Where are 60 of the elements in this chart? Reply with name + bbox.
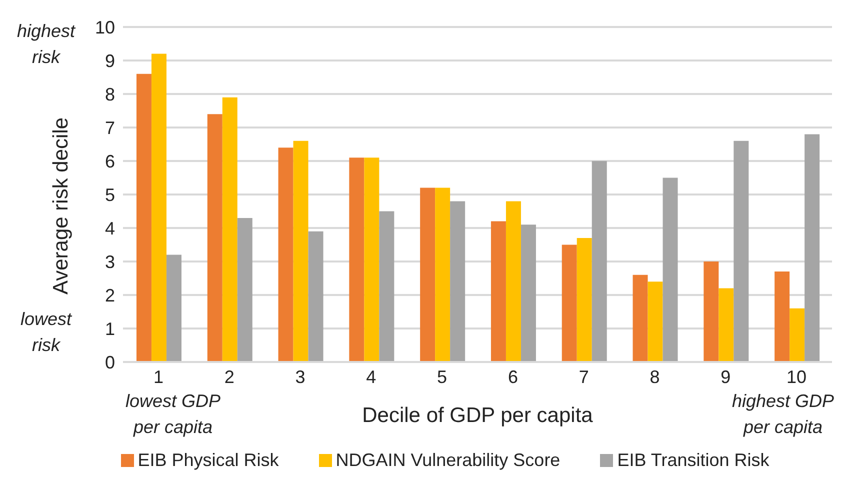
legend-label: EIB Transition Risk xyxy=(617,450,770,471)
x-tick-label: 3 xyxy=(295,366,306,387)
x-tick-label: 8 xyxy=(650,366,660,387)
bar xyxy=(562,244,577,362)
bar xyxy=(774,272,790,362)
x-tick-label: 9 xyxy=(720,366,731,387)
y-axis-title: Average risk decile xyxy=(49,117,72,294)
bar xyxy=(308,231,324,362)
bar xyxy=(151,54,166,362)
bar xyxy=(506,201,521,362)
x-tick-label: 1 xyxy=(153,366,164,387)
bar xyxy=(379,211,394,362)
y-tick-label: 1 xyxy=(104,318,115,339)
bar xyxy=(420,188,436,362)
bar xyxy=(207,114,222,362)
bar xyxy=(166,254,182,362)
bar xyxy=(364,158,380,362)
bar xyxy=(278,148,294,362)
x-tick-label: 5 xyxy=(437,366,448,387)
bar xyxy=(435,188,450,362)
y-tick-label: 5 xyxy=(104,184,115,205)
text: highest GDP per capita xyxy=(730,390,836,439)
bar xyxy=(237,218,252,362)
bar xyxy=(136,74,152,362)
x-tick-label: 7 xyxy=(578,366,589,387)
legend-label: EIB Physical Risk xyxy=(138,450,279,471)
y-tick-label: 10 xyxy=(94,17,115,38)
bar xyxy=(293,140,308,362)
x-axis-title: Decile of GDP per capita xyxy=(362,404,594,427)
bar xyxy=(662,178,678,362)
y-tick-label: 0 xyxy=(104,352,115,372)
y-tick-label: 7 xyxy=(104,118,115,138)
bar xyxy=(592,161,607,362)
bar xyxy=(490,221,506,362)
bar xyxy=(450,201,466,362)
bar xyxy=(718,288,734,362)
bar xyxy=(790,308,805,362)
text: lowest GDP per capita xyxy=(124,390,222,439)
bar xyxy=(704,262,719,362)
bar xyxy=(576,238,592,362)
bar xyxy=(632,274,648,362)
text: lowest risk xyxy=(19,308,73,357)
bar xyxy=(349,158,364,362)
x-tick-label: 4 xyxy=(366,366,376,387)
x-tick-label: 6 xyxy=(508,366,518,387)
y-tick-label: 9 xyxy=(104,50,115,71)
x-tick-label: 2 xyxy=(224,366,234,387)
bar xyxy=(520,224,536,362)
bar xyxy=(804,134,820,362)
y-tick-label: 8 xyxy=(104,84,115,104)
bar xyxy=(734,140,749,362)
text: highest risk xyxy=(16,20,76,69)
y-tick-label: 6 xyxy=(104,151,115,172)
legend-label: NDGAIN Vulnerability Score xyxy=(336,450,560,471)
y-tick-label: 2 xyxy=(104,285,115,306)
y-tick-label: 3 xyxy=(104,252,115,272)
bar xyxy=(648,282,663,362)
y-tick-label: 4 xyxy=(104,218,115,238)
x-tick-label: 10 xyxy=(786,366,807,387)
bar xyxy=(222,97,238,362)
